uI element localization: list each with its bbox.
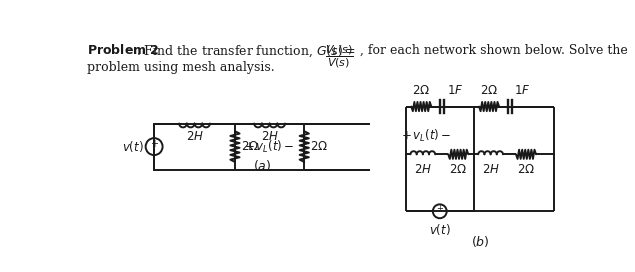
Text: $1F$: $1F$ [446, 84, 463, 97]
Text: $+\,v_L(t)-$: $+\,v_L(t)-$ [244, 139, 295, 155]
Text: $v(t)$: $v(t)$ [121, 139, 144, 154]
Text: $2\Omega$: $2\Omega$ [311, 140, 328, 153]
Text: $1F$: $1F$ [514, 84, 531, 97]
Text: $2\Omega$: $2\Omega$ [412, 84, 431, 97]
Text: $2H$: $2H$ [260, 131, 279, 143]
Text: $2H$: $2H$ [414, 163, 432, 176]
Text: $2H$: $2H$ [185, 131, 204, 143]
Text: . Find the transfer function, $G(s)=$: . Find the transfer function, $G(s)=$ [137, 44, 356, 59]
Text: $2\Omega$: $2\Omega$ [480, 84, 498, 97]
Text: $\bf{Problem\ 2}$: $\bf{Problem\ 2}$ [87, 44, 159, 57]
Text: +: + [436, 205, 443, 214]
Text: $(a)$: $(a)$ [253, 158, 271, 173]
Text: $2\Omega$: $2\Omega$ [517, 163, 535, 176]
Text: $\dfrac{V_L(s)}{V(s)}$: $\dfrac{V_L(s)}{V(s)}$ [325, 44, 354, 70]
Text: $v(t)$: $v(t)$ [429, 222, 451, 237]
Text: $+\,v_L(t)-$: $+\,v_L(t)-$ [401, 127, 451, 144]
Text: $2H$: $2H$ [481, 163, 500, 176]
Text: +: + [150, 139, 158, 149]
Text: , for each network shown below. Solve the: , for each network shown below. Solve th… [361, 44, 628, 56]
Text: $(b)$: $(b)$ [471, 234, 489, 249]
Text: $2\Omega$: $2\Omega$ [241, 140, 259, 153]
Text: $2\Omega$: $2\Omega$ [449, 163, 467, 176]
Text: problem using mesh analysis.: problem using mesh analysis. [87, 61, 275, 74]
